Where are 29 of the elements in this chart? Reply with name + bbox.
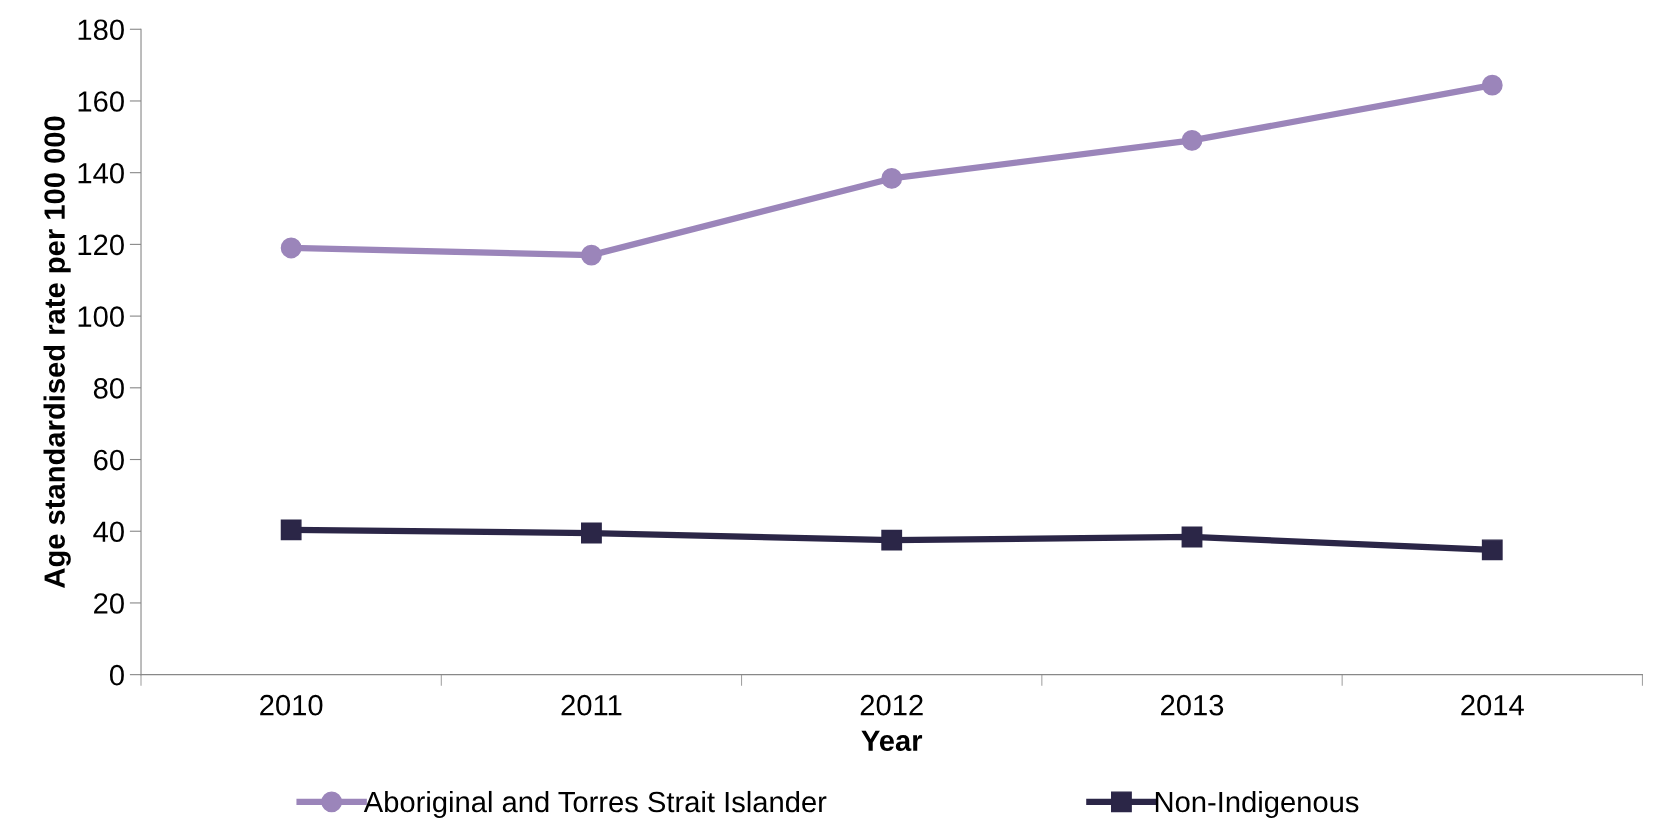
x-axis-title: Year: [861, 730, 923, 752]
x-tick-label: 2014: [1461, 694, 1524, 716]
point: [581, 522, 602, 544]
point: [1181, 526, 1203, 548]
point: [1481, 539, 1503, 561]
legend-label: Aboriginal and Torres Strait Islander: [363, 790, 827, 819]
y-tick-label: 0: [109, 664, 124, 686]
y-axis-title: Age standardised rate per 100 000: [43, 116, 71, 588]
point: [1481, 74, 1503, 96]
y-tick-label: 120: [78, 234, 124, 256]
y-tick-label: 100: [78, 306, 124, 327]
x-tick-label: 2012: [860, 694, 923, 716]
point: [881, 167, 903, 189]
y-tick-label: 80: [93, 378, 124, 399]
legend-label: Non-Indigenous: [1155, 790, 1359, 819]
x-tick-label: 2013: [1161, 694, 1224, 716]
y-tick-label: 40: [93, 521, 124, 543]
x-tick-label: 2011: [561, 694, 622, 716]
y-tick-label: 160: [78, 91, 124, 112]
point: [280, 519, 302, 541]
y-tick-label: 180: [78, 19, 124, 41]
x-tick-label: 2010: [260, 694, 323, 716]
point: [581, 244, 602, 266]
point: [1181, 129, 1203, 151]
y-tick-label: 20: [94, 593, 124, 614]
point: [280, 237, 302, 259]
y-tick-label: 60: [94, 449, 124, 471]
y-tick-label: 140: [78, 162, 124, 184]
point: [881, 529, 903, 551]
